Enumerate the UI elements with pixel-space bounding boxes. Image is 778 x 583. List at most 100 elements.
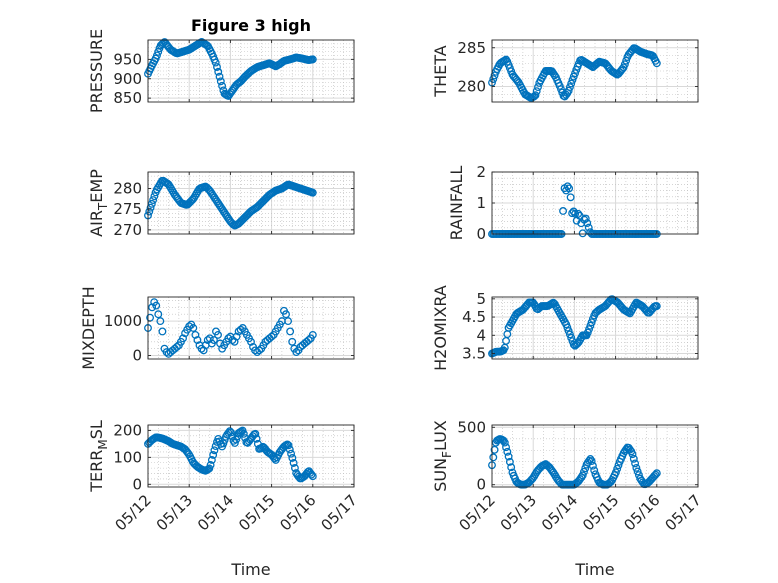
mixdepth-point	[148, 303, 157, 312]
h2omixra-axes-box	[491, 296, 699, 360]
mixdepth-point	[286, 327, 295, 336]
sun_flux-point	[611, 468, 620, 477]
sun_flux-point	[504, 452, 513, 461]
terr_msl-xtick-label: 05/15	[235, 491, 278, 534]
theta-point	[532, 87, 541, 96]
sun_flux-point	[628, 450, 637, 459]
rainfall-point	[566, 193, 575, 202]
terr_msl-ylabel-sub: M	[96, 439, 110, 449]
h2omixra-point	[652, 302, 661, 311]
theta-axes: 280 285 THETA	[431, 39, 699, 103]
h2omixra-axes: 3.544.55 H2OMIXRA	[431, 285, 699, 371]
terr_msl-point	[251, 429, 260, 438]
sun_flux-point	[613, 464, 622, 473]
air_temp-point	[145, 207, 154, 216]
h2omixra-ytick-label: 5	[476, 290, 486, 308]
mixdepth-point	[205, 334, 214, 343]
sun_flux-point	[614, 461, 623, 470]
sun_flux-point	[631, 459, 640, 468]
mixdepth-point	[247, 337, 255, 346]
theta-series	[488, 44, 661, 102]
terr_msl-point	[209, 451, 218, 459]
terr_msl-point	[183, 448, 192, 457]
theta-point	[565, 83, 574, 92]
mixdepth-point	[236, 325, 245, 334]
rainfall-point	[578, 229, 587, 238]
terr_msl-xtick-label: 05/13	[153, 491, 196, 534]
air_temp-axes-box	[147, 171, 355, 235]
terr_msl-xtick-label: 05/17	[318, 491, 361, 534]
theta-axes-box	[491, 39, 699, 103]
rainfall-point	[581, 214, 590, 223]
mixdepth-point	[214, 330, 222, 339]
sun_flux-point	[578, 471, 587, 480]
terr_msl-point	[289, 459, 298, 467]
sun_flux-point	[633, 467, 642, 476]
pressure-axes-box	[147, 39, 355, 103]
pressure-ytick-label: 950	[113, 50, 142, 68]
h2omixra-ytick-label: 3.5	[462, 345, 486, 363]
sun_flux-point	[652, 469, 661, 478]
air_temp-point	[146, 203, 155, 212]
air_temp-point	[149, 196, 158, 204]
mixdepth-point	[158, 327, 167, 336]
mixdepth-point	[179, 334, 187, 343]
mixdepth-point	[304, 336, 313, 345]
theta-point	[652, 59, 661, 68]
terr_msl-axes-box	[147, 424, 355, 488]
terr_msl-series	[144, 426, 317, 483]
h2omixra-ylabel: H2OMIXRA	[431, 285, 450, 371]
mixdepth-point	[193, 336, 202, 345]
sun_flux-ylabel-main: SUN	[431, 458, 450, 492]
sun_flux-axes-box	[491, 424, 699, 488]
theta-point	[562, 90, 571, 99]
terr_msl-point	[239, 429, 248, 438]
mixdepth-point	[199, 346, 208, 355]
terr_msl-point	[288, 454, 297, 462]
sun_flux-xtick-label: 05/14	[538, 491, 581, 534]
sun_flux-xtick-label: 05/13	[497, 491, 540, 534]
rainfall-ylabel: RAINFALL	[447, 166, 466, 241]
sun_flux-point	[580, 467, 588, 476]
rainfall-point	[584, 223, 593, 232]
air_temp-ylabel-rest: EMP	[87, 169, 106, 203]
mixdepth-point	[156, 317, 165, 326]
h2omixra-ytick-label: 4	[476, 326, 486, 344]
rainfall-point	[574, 209, 583, 218]
sun_flux-point	[629, 454, 638, 463]
rainfall-ytick-label: 0	[476, 225, 486, 243]
sun_flux-point	[590, 466, 599, 475]
terr_msl-point	[307, 470, 316, 479]
pressure-point	[214, 67, 223, 76]
rainfall-point	[583, 219, 592, 228]
pressure-point	[215, 72, 224, 81]
rainfall-point	[563, 182, 572, 191]
terr_msl-point	[285, 445, 294, 454]
sun_flux-point	[505, 457, 514, 466]
rainfall-axes: 0 1 2 RAINFALL	[447, 163, 699, 243]
theta-ytick-label: 285	[457, 39, 486, 57]
sun_flux-ylabel: SUNFLUX	[431, 420, 454, 492]
terr_msl-point	[206, 461, 215, 469]
h2omixra-series	[488, 295, 661, 358]
air_temp-ylabel-main: AIR	[87, 210, 106, 237]
mixdepth-axes: 0 1000 MIXDEPTH	[79, 286, 355, 370]
pressure-point	[211, 58, 220, 67]
sun_flux-point	[632, 463, 641, 472]
pressure-point	[213, 63, 221, 71]
sun_flux-xtick-label: 05/15	[579, 491, 622, 534]
theta-point	[620, 60, 629, 69]
terr_msl-point	[210, 446, 219, 455]
terr_msl-xtick-label: 05/14	[194, 491, 237, 534]
air_temp-ylabel-sub: T	[96, 202, 110, 211]
mixdepth-point	[152, 301, 161, 310]
h2omixra-ytick-label: 4.5	[462, 308, 486, 326]
xlabel-left: Time	[230, 560, 270, 579]
terr_msl-ytick-label: 100	[113, 448, 142, 466]
sun_flux-xtick-label: 05/16	[620, 491, 663, 534]
sun_flux-xtick-label: 05/12	[456, 491, 499, 534]
pressure-ytick-label: 850	[113, 89, 142, 107]
sun_flux-ylabel-sub: F	[440, 451, 454, 458]
